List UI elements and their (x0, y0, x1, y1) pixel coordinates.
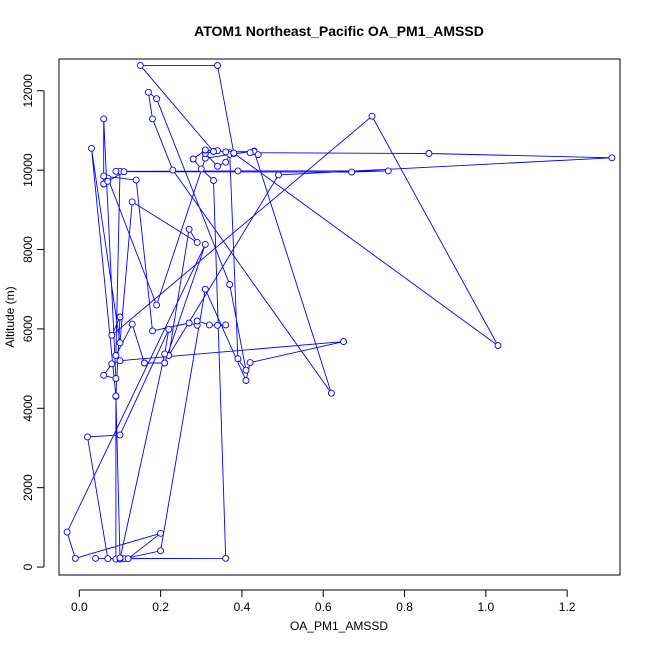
x-tick-label: 0.2 (152, 600, 169, 614)
y-tick-label: 2000 (21, 474, 35, 501)
data-point (149, 327, 156, 335)
data-point (120, 168, 128, 176)
data-point (348, 168, 356, 176)
x-tick-label: 1.2 (559, 600, 576, 614)
data-point (214, 321, 221, 329)
data-point (112, 352, 120, 359)
y-axis: 0 2000 4000 6000 8000 10000 12000 (21, 74, 45, 570)
data-point (222, 148, 230, 156)
data-point (112, 392, 120, 400)
data-point (494, 342, 502, 350)
plot-frame (58, 58, 621, 576)
data-point (161, 350, 169, 358)
y-tick-label: 6000 (21, 315, 35, 342)
data-point (222, 554, 230, 562)
data-point (157, 547, 165, 555)
y-tick-label: 0 (21, 563, 35, 570)
data-point (185, 319, 193, 327)
data-point (327, 389, 335, 397)
series-layer (63, 61, 616, 563)
data-point (222, 158, 230, 166)
data-point (128, 320, 136, 328)
data-point (246, 359, 254, 367)
data-point (100, 115, 108, 123)
data-point (201, 285, 209, 293)
data-point (608, 154, 616, 162)
data-point (100, 172, 108, 180)
data-point (84, 433, 91, 441)
data-point (201, 146, 209, 154)
data-point (116, 357, 124, 365)
x-tick-label: 0.0 (71, 600, 88, 614)
data-point (197, 165, 205, 173)
data-point (116, 339, 124, 347)
data-point (92, 554, 100, 562)
data-point (275, 171, 282, 179)
data-point (210, 148, 217, 155)
data-point (201, 240, 209, 248)
data-point (112, 167, 120, 175)
data-point (128, 198, 136, 206)
data-point (149, 115, 156, 123)
data-point (185, 225, 193, 233)
data-point (63, 528, 71, 536)
x-axis-label: OA_PM1_AMSSD (290, 619, 388, 633)
data-point (108, 360, 116, 368)
data-point (153, 301, 161, 309)
data-point (104, 177, 112, 185)
data-point (136, 61, 144, 69)
data-point (246, 149, 254, 157)
data-point (234, 355, 242, 363)
x-tick-label: 0.6 (315, 600, 332, 614)
data-point (144, 88, 152, 96)
x-axis: 0.0 0.2 0.4 0.6 0.8 1.0 1.2 (71, 589, 576, 614)
data-point (108, 331, 116, 339)
data-point (169, 166, 177, 174)
data-point (384, 167, 392, 175)
data-point (340, 338, 348, 346)
data-point (254, 151, 262, 159)
data-point (161, 359, 169, 367)
data-point (230, 149, 238, 157)
x-tick-label: 0.4 (234, 600, 251, 614)
y-tick-label: 4000 (21, 395, 35, 422)
y-tick-label: 10000 (21, 153, 35, 187)
data-point (116, 554, 124, 562)
y-tick-label: 12000 (21, 74, 35, 108)
x-tick-label: 0.8 (396, 600, 413, 614)
data-point (71, 554, 79, 562)
data-point (165, 325, 173, 333)
data-point (193, 317, 201, 325)
data-point (100, 371, 108, 379)
data-point (189, 155, 197, 163)
data-point (104, 555, 112, 563)
data-point (222, 321, 230, 329)
data-point (234, 167, 242, 175)
data-point (205, 321, 213, 329)
data-point (368, 112, 376, 120)
data-point (214, 61, 221, 69)
x-tick-label: 1.0 (478, 600, 495, 614)
data-point (112, 375, 120, 382)
data-point (226, 281, 234, 288)
data-point (116, 313, 124, 321)
chart-title: ATOM1 Northeast_Pacific OA_PM1_AMSSD (194, 23, 484, 39)
data-point (242, 366, 250, 374)
data-point (124, 555, 132, 563)
data-point (88, 144, 95, 152)
data-point (132, 176, 140, 184)
data-point (242, 377, 250, 384)
y-tick-label: 8000 (21, 236, 35, 263)
data-point (116, 431, 124, 439)
y-axis-label: Altitude (m) (3, 286, 17, 347)
data-point (425, 150, 433, 157)
data-point (193, 238, 201, 246)
data-point (210, 177, 217, 184)
data-point (157, 529, 165, 537)
data-point (140, 359, 148, 367)
data-point (153, 95, 161, 103)
data-point (214, 162, 221, 170)
